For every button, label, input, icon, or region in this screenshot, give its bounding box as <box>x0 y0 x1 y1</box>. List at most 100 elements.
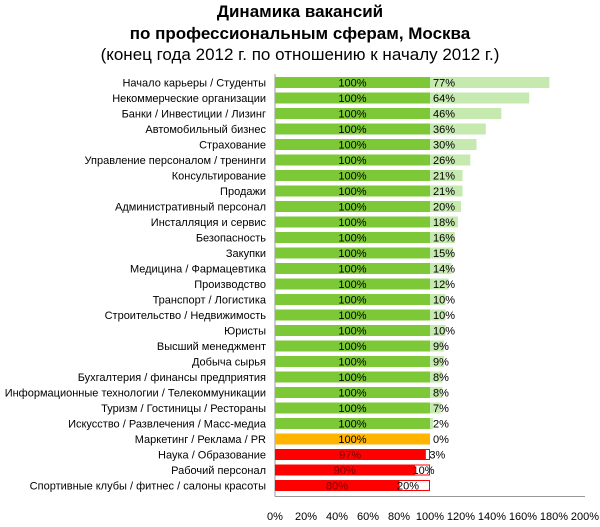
x-tick-label: 120% <box>447 511 475 523</box>
bar-change-label: 10% <box>433 310 455 322</box>
bar-change <box>414 464 430 476</box>
bar-base <box>275 449 426 460</box>
bar-base-label: 100% <box>338 357 366 369</box>
category-label: Юристы <box>224 326 266 338</box>
category-label: Безопасность <box>196 233 266 245</box>
bar-change <box>430 309 446 321</box>
category-label: Автомобильный бизнес <box>145 124 266 136</box>
bar-base-label: 100% <box>338 403 366 415</box>
bar-base-label: 100% <box>338 372 366 384</box>
bar-base <box>275 402 430 414</box>
bar-change <box>430 371 443 383</box>
category-label: Наука / Образование <box>158 450 266 462</box>
bar-change <box>430 201 461 212</box>
bar-change <box>430 92 530 104</box>
bar-base <box>275 247 430 259</box>
bar-base <box>275 387 430 398</box>
bar-base <box>275 325 430 336</box>
bar-base <box>275 294 430 305</box>
x-tick-label: 160% <box>509 511 537 523</box>
bar-change <box>430 154 471 166</box>
x-tick-label: 40% <box>326 511 348 523</box>
bar-change-label: 20% <box>397 481 419 493</box>
category-label: Медицина / Фармацевтика <box>130 264 267 276</box>
category-label: Искусство / Развлечения / Масс-медиа <box>68 419 267 431</box>
bar-change <box>430 340 444 352</box>
bar-base <box>275 123 430 135</box>
bar-change-label: 64% <box>433 93 455 105</box>
bar-change <box>430 108 502 119</box>
bar-base <box>275 139 430 150</box>
category-label: Транспорт / Логистика <box>153 295 267 307</box>
bar-change-label: 7% <box>433 403 449 415</box>
category-label: Консультирование <box>172 171 266 183</box>
bar-change-label: 8% <box>433 372 449 384</box>
bar-base-label: 100% <box>338 109 366 121</box>
bar-change-label: 21% <box>433 186 455 198</box>
bar-base-label: 100% <box>338 217 366 229</box>
category-label: Инсталляция и сервис <box>151 217 267 229</box>
bar-base <box>275 232 430 243</box>
bar-change <box>398 480 430 491</box>
bar-base-label: 100% <box>338 295 366 307</box>
bar-change-label: 8% <box>433 388 449 400</box>
bar-change-label: 9% <box>433 341 449 353</box>
category-label: Информационные технологии / Телекоммуник… <box>5 388 266 400</box>
bar-change-label: 16% <box>433 233 455 245</box>
category-label: Спортивные клубы / фитнес / салоны красо… <box>30 481 266 493</box>
category-label: Административный персонал <box>115 202 266 214</box>
bar-base <box>275 309 430 321</box>
bar-change-label: 20% <box>433 202 455 214</box>
x-tick-label: 0% <box>267 511 283 523</box>
category-label: Строительство / Недвижимость <box>105 310 267 322</box>
bar-base-label: 100% <box>338 171 366 183</box>
bar-change <box>430 294 446 305</box>
bar-change-label: 12% <box>433 279 455 291</box>
bar-base <box>275 108 430 119</box>
category-label: Продажи <box>220 186 266 198</box>
bar-base <box>275 92 430 104</box>
category-label: Страхование <box>199 140 266 152</box>
bar-change-label: 10% <box>413 465 435 477</box>
bar-base-label: 100% <box>338 341 366 353</box>
x-tick-label: 20% <box>295 511 317 523</box>
bar-base <box>275 371 430 383</box>
x-tick-label: 180% <box>540 511 568 523</box>
bar-base-label: 100% <box>338 78 366 90</box>
category-label: Начало карьеры / Студенты <box>122 78 266 90</box>
x-tick-label: 140% <box>478 511 506 523</box>
bar-base-label: 100% <box>338 124 366 136</box>
bar-base <box>275 201 430 212</box>
bar-change-label: 36% <box>433 124 455 136</box>
bar-base <box>275 340 430 352</box>
bar-change <box>430 170 463 181</box>
bar-base <box>275 263 430 274</box>
bar-change-label: 18% <box>433 217 455 229</box>
bar-base <box>275 278 430 290</box>
bar-change <box>430 77 550 88</box>
category-label: Туризм / Гостиницы / Рестораны <box>101 403 266 415</box>
bar-change-label: 9% <box>433 357 449 369</box>
bar-change-label: 46% <box>433 109 455 121</box>
bar-change-label: 0% <box>433 434 449 446</box>
bar-base <box>275 170 430 181</box>
chart-subtitle: по профессиональным сферам, Москва <box>129 24 471 43</box>
category-label: Рабочий персонал <box>171 465 266 477</box>
bar-base-label: 100% <box>338 186 366 198</box>
bar-change <box>424 449 431 460</box>
bar-change <box>430 185 463 197</box>
bar-base <box>275 464 415 476</box>
x-tick-label: 80% <box>388 511 410 523</box>
bar-base <box>275 356 430 367</box>
bar-change <box>430 263 452 274</box>
category-label: Закупки <box>226 248 266 260</box>
bar-change <box>430 247 454 259</box>
bar-base-label: 90% <box>334 465 356 477</box>
category-label: Некоммерческие организации <box>112 93 266 105</box>
chart-subtitle-period: (конец года 2012 г. по отношению к начал… <box>100 45 500 64</box>
bar-base-label: 100% <box>338 264 366 276</box>
bar-change <box>430 356 444 367</box>
bar-base-label: 100% <box>338 419 366 431</box>
bar-base <box>275 77 430 88</box>
bar-base-label: 100% <box>338 326 366 338</box>
